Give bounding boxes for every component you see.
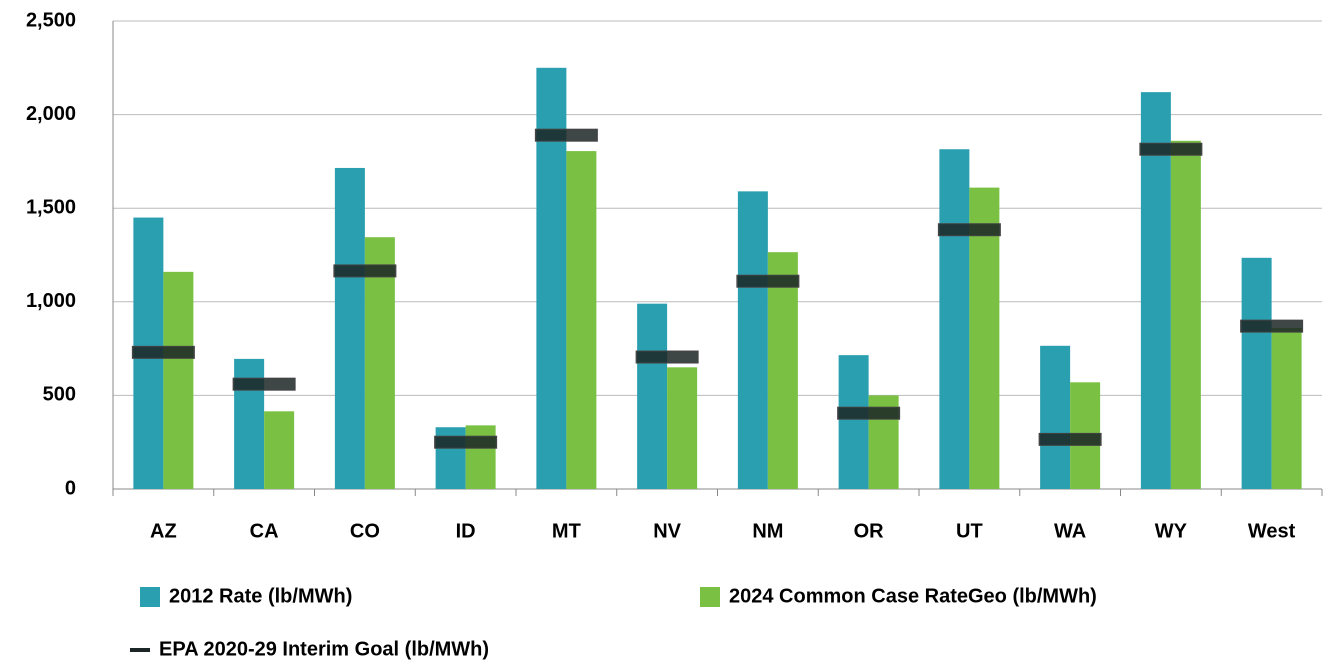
bar: [1040, 345, 1071, 489]
x-tick-label: CO: [350, 520, 380, 542]
x-tick-label: WA: [1054, 520, 1086, 542]
bar: [1140, 92, 1171, 490]
goal-marker: [1139, 142, 1203, 156]
y-tick-label: 1,000: [26, 290, 76, 312]
y-tick-label: 2,500: [26, 9, 76, 31]
goal-marker: [1038, 432, 1102, 446]
bar: [838, 355, 869, 489]
goal-marker: [1240, 319, 1304, 333]
goal-marker: [131, 345, 195, 359]
legend-swatch: [700, 587, 720, 607]
y-tick-label: 0: [65, 477, 76, 499]
x-tick-label: NV: [653, 520, 681, 542]
bar: [1170, 140, 1201, 490]
bar: [334, 167, 365, 489]
bar: [566, 151, 597, 489]
legend-label: EPA 2020-29 Interim Goal (lb/MWh): [159, 638, 489, 660]
x-tick-label: WY: [1155, 520, 1188, 542]
goal-marker: [937, 223, 1001, 237]
goal-marker: [434, 435, 498, 449]
legend-swatch: [140, 587, 160, 607]
bar: [364, 237, 395, 489]
goal-marker: [635, 350, 699, 364]
x-tick-label: UT: [956, 520, 983, 542]
legend-label: 2012 Rate (lb/MWh): [169, 585, 352, 607]
bar: [1271, 328, 1302, 489]
bar: [1241, 257, 1272, 489]
x-tick-label: ID: [456, 520, 476, 542]
goal-marker: [534, 128, 598, 142]
goal-marker: [736, 274, 800, 288]
x-tick-label: CA: [250, 520, 279, 542]
y-tick-label: 500: [43, 384, 76, 406]
bar: [264, 411, 295, 489]
bar: [465, 425, 496, 489]
goal-marker: [837, 406, 901, 420]
x-tick-label: AZ: [150, 520, 177, 542]
bar: [163, 271, 194, 489]
bar: [637, 303, 668, 489]
legend-swatch: [130, 648, 150, 652]
goal-marker: [232, 377, 296, 391]
bar: [667, 367, 698, 489]
bar: [969, 187, 1000, 489]
x-tick-label: West: [1248, 520, 1296, 542]
y-tick-label: 2,000: [26, 103, 76, 125]
bar: [737, 191, 768, 490]
x-tick-label: MT: [552, 520, 581, 542]
y-tick-label: 1,500: [26, 196, 76, 218]
x-tick-label: OR: [854, 520, 885, 542]
goal-marker: [333, 264, 397, 278]
bar: [767, 252, 798, 489]
bar: [939, 149, 970, 489]
x-tick-label: NM: [752, 520, 783, 542]
legend-label: 2024 Common Case RateGeo (lb/MWh): [729, 585, 1097, 607]
